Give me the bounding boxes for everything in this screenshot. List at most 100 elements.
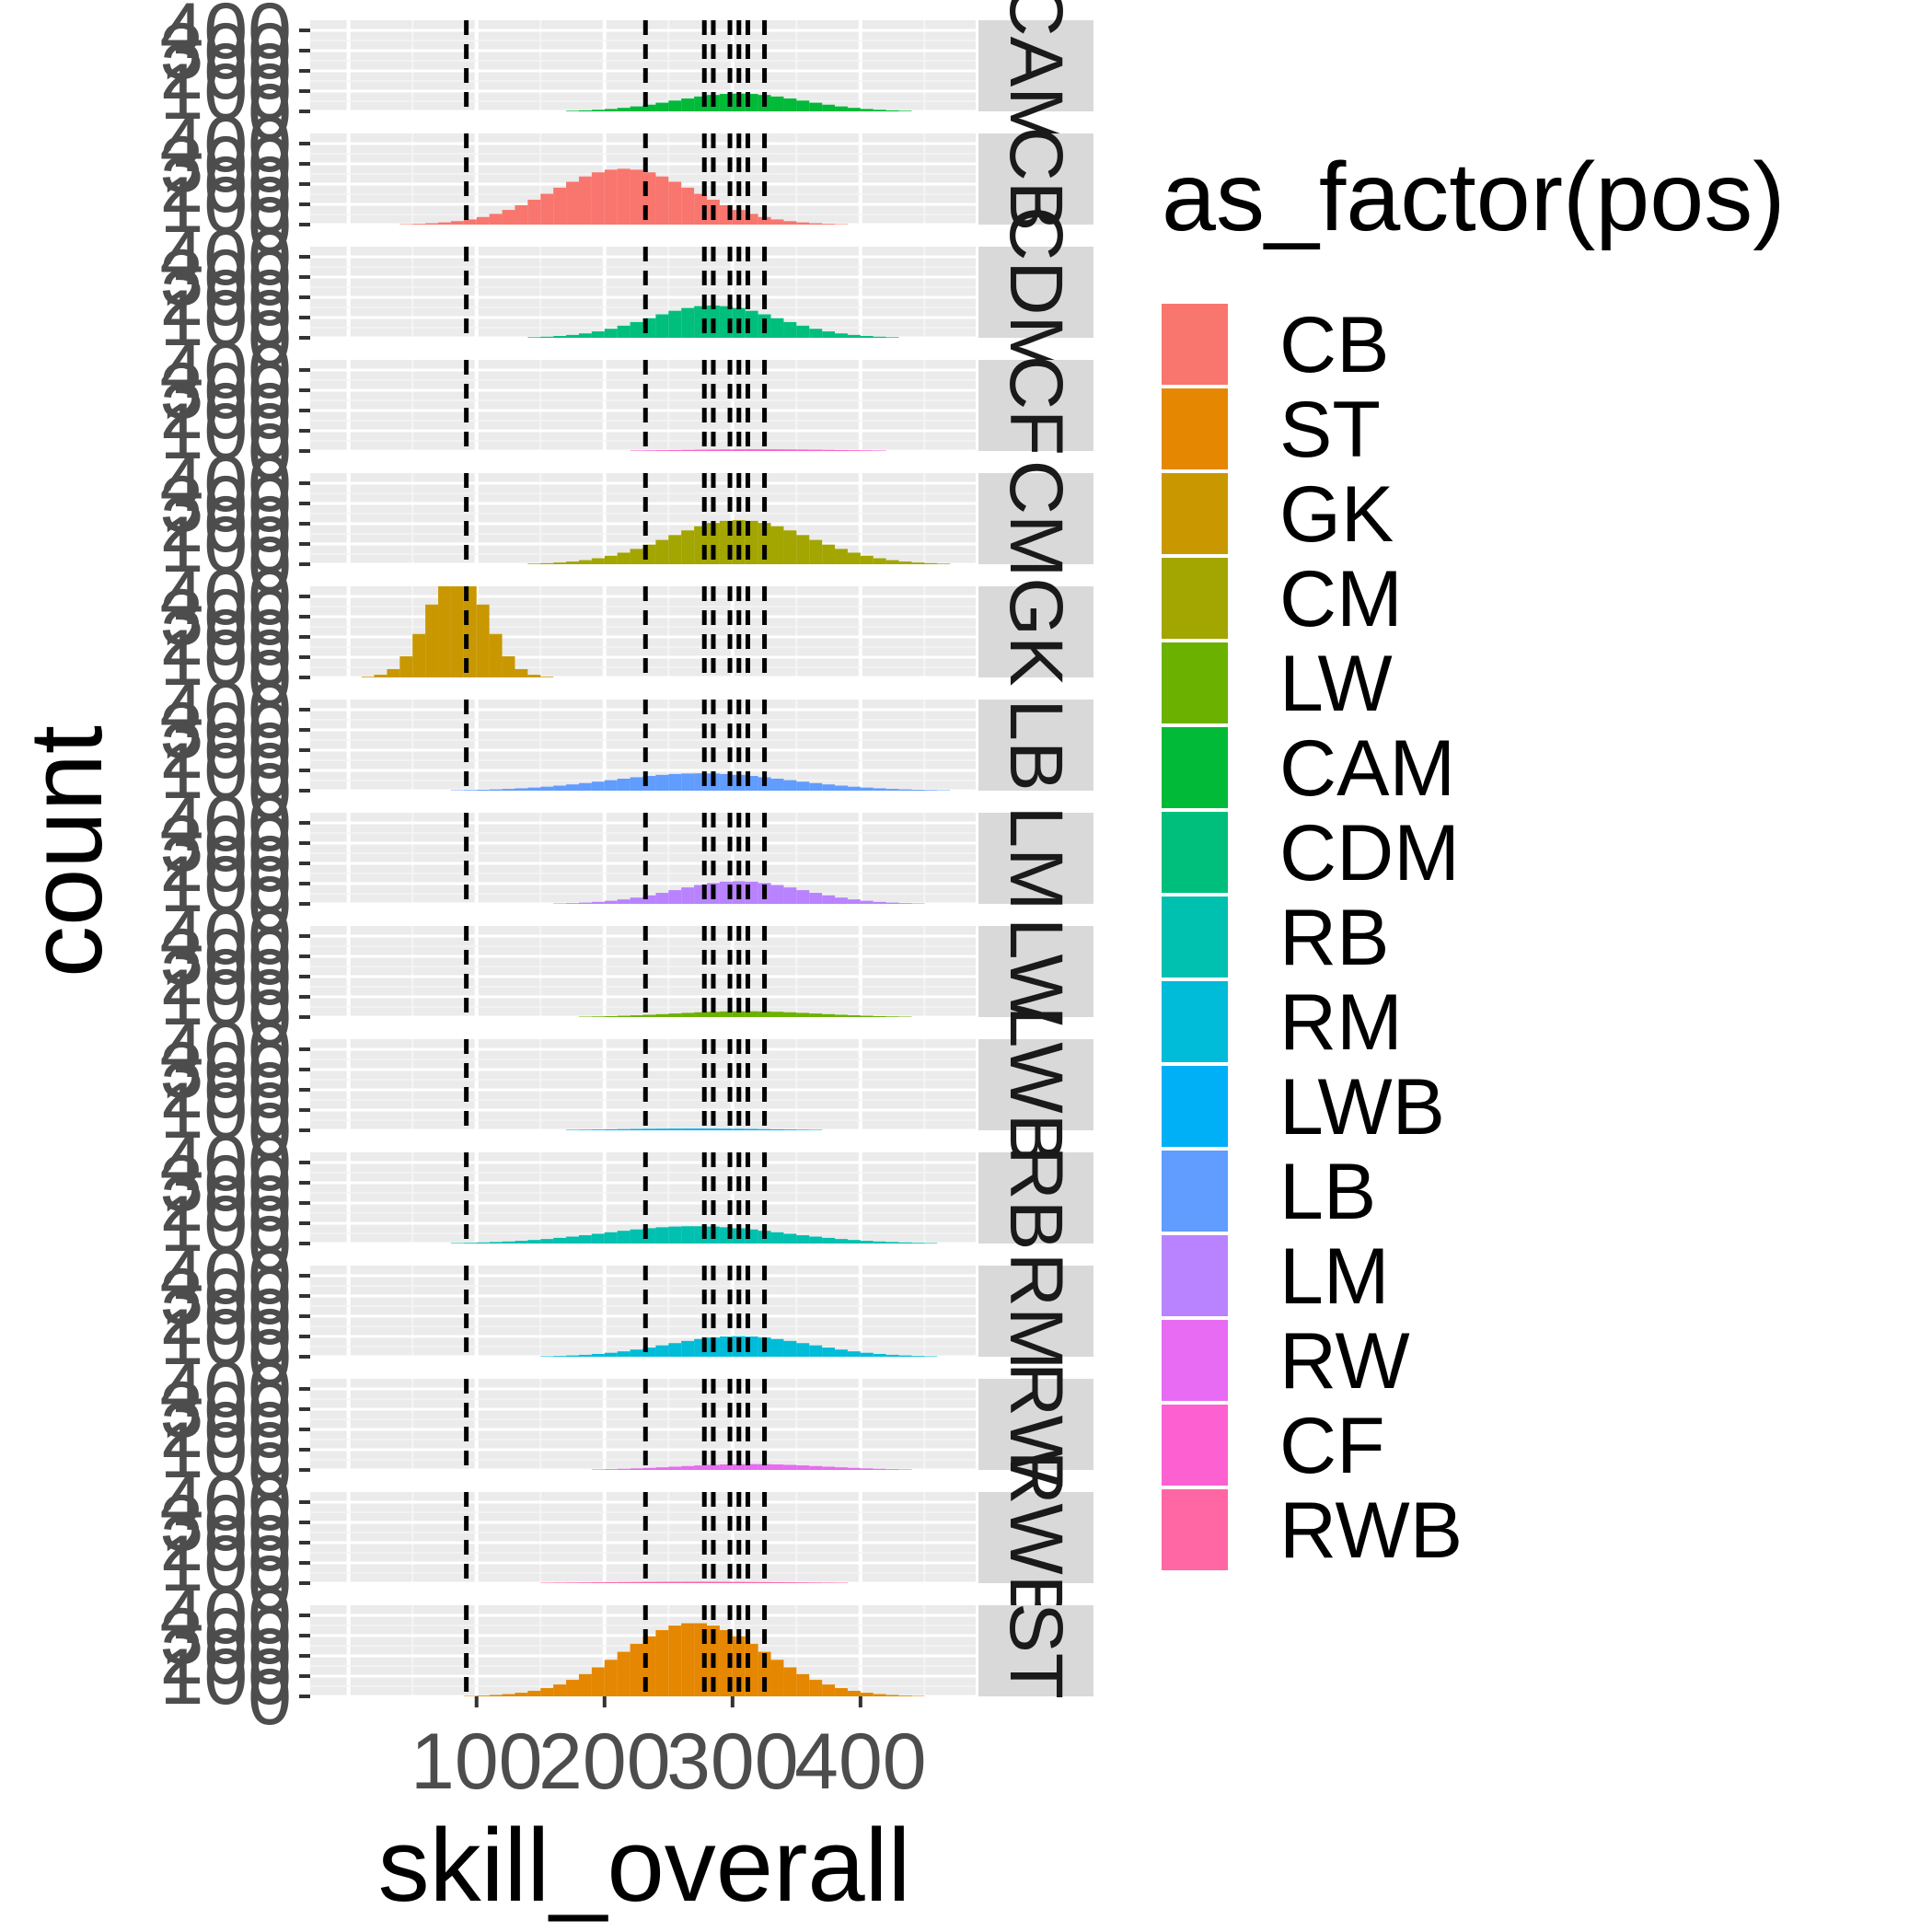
facet-strip [978,1492,1093,1583]
histogram-bar [604,1581,618,1583]
histogram-bar [604,900,618,904]
y-tick-label: 200 [160,254,293,342]
histogram-bar [450,221,464,225]
histogram-bar [681,1128,695,1130]
histogram-bar [578,902,592,904]
histogram-bar [591,1016,605,1017]
histogram-bar [681,1340,695,1357]
histogram-bar [463,219,477,225]
histogram-bar [911,562,925,564]
histogram-bar [591,110,605,111]
histogram-bar [630,169,643,225]
histogram-bar [770,318,784,338]
histogram-bar [681,1623,695,1696]
y-tick-label: 400 [160,0,293,75]
histogram-bar [540,1356,554,1357]
histogram-bar [822,1348,836,1357]
y-tick-label: 100 [160,501,293,589]
histogram-bar [515,668,528,677]
histogram-bar [425,223,439,225]
histogram-bar [617,552,631,564]
histogram-bar [885,110,899,111]
panel-background [310,1266,976,1357]
histogram-bar [655,176,669,225]
facet-strip-label: RM [994,1253,1078,1371]
histogram-bar [707,449,720,451]
legend-label: GK [1279,470,1394,559]
histogram-bar [450,586,464,677]
histogram-bar [630,777,643,791]
histogram-bar [847,786,861,791]
histogram-bar [655,1013,669,1017]
histogram-bar [502,210,515,225]
histogram-bar [796,890,810,904]
histogram-bar [873,110,886,111]
histogram-bar [476,1695,490,1696]
histogram-bar [835,1467,848,1470]
histogram-bar [681,530,695,564]
panel-background [310,813,976,904]
histogram-bar [604,1015,618,1017]
histogram-cm [527,520,951,564]
histogram-bar [835,549,848,564]
histogram-bar [630,897,643,904]
facet-strip-label: CAM [994,0,1078,150]
histogram-bar [758,1128,771,1130]
histogram-bar [425,604,439,677]
histogram-bar [553,1684,567,1696]
histogram-bar [885,902,899,904]
y-tick-label: 300 [160,1026,293,1115]
histogram-bar [758,216,771,225]
histogram-bar [681,773,695,791]
histogram-bar [630,450,643,451]
histogram-bar [770,219,784,225]
histogram-bar [873,788,886,791]
histogram-bar [796,1465,810,1470]
histogram-bar [745,449,758,451]
histogram-bar [809,1129,823,1130]
histogram-bar [630,549,643,564]
facet-strip-label: CM [994,460,1078,578]
histogram-bar [860,336,873,338]
y-tick-label: 300 [160,573,293,662]
histogram-bar [604,329,618,338]
histogram-bar [540,336,554,338]
legend-key [1162,812,1228,893]
histogram-bar [489,633,503,677]
histogram-bar [860,1241,873,1244]
histogram-bar [809,1582,823,1583]
histogram-bar [668,890,682,904]
histogram-bar [694,1128,708,1130]
histogram-bar [642,1128,656,1130]
histogram-bar [835,333,848,338]
y-tick-label: 200 [160,1047,293,1135]
histogram-bar [655,1128,669,1130]
histogram-bar [527,563,541,564]
histogram-bar [809,223,823,225]
histogram-bar [489,214,503,225]
histogram-bar [668,535,682,564]
histogram-bar [617,168,631,225]
histogram-bar [578,1673,592,1696]
histogram-bar [822,449,836,451]
histogram-bar [655,1581,669,1583]
y-tick-label: 300 [160,234,293,322]
legend-item-lw: LW [1162,640,1393,728]
legend-key [1162,1489,1228,1570]
histogram-bar [770,526,784,564]
histogram-bar [835,224,848,225]
facet-strip [978,133,1093,225]
panel-background [310,1492,976,1583]
histogram-bar [911,790,925,791]
histogram-bar [604,109,618,111]
legend-label: CF [1279,1402,1385,1490]
x-tick-label: 400 [794,1718,927,1806]
x-tick-label: 100 [411,1718,543,1806]
histogram-bar [732,449,746,451]
histogram-bar [719,1011,733,1017]
histogram-bar [566,181,579,225]
histogram-bar [847,108,861,111]
histogram-bar [822,331,836,338]
y-tick-label: 200 [160,1499,293,1588]
histogram-bar [783,1340,797,1357]
